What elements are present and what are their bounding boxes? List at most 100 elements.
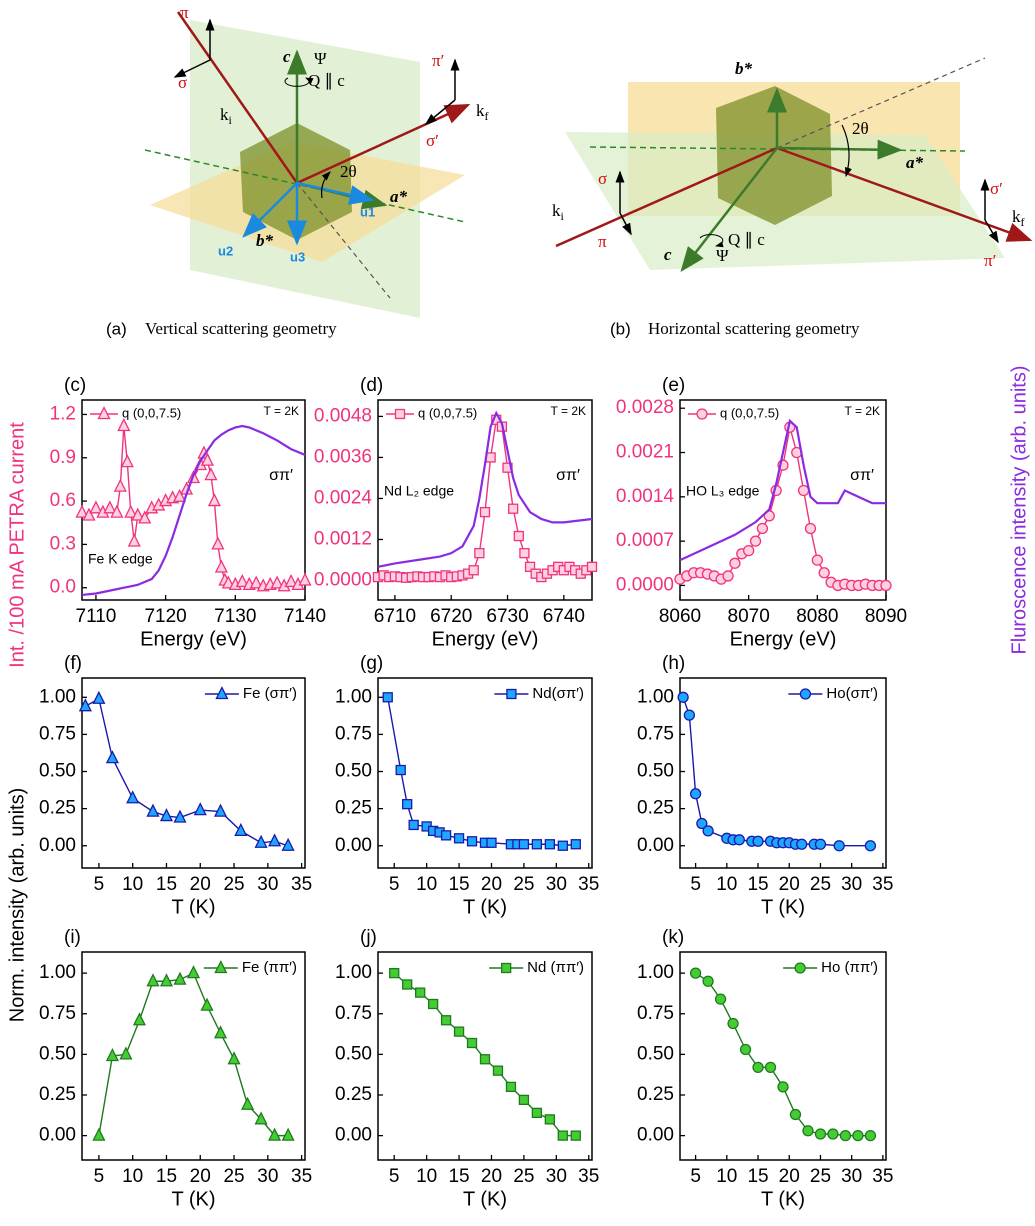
data-point [115, 480, 126, 491]
annotation: T = 2K [845, 404, 880, 418]
data-point [120, 1048, 131, 1059]
data-point [481, 1055, 490, 1064]
data-point [269, 835, 280, 846]
label: kf [476, 101, 489, 123]
y-tick-label: 0.75 [335, 723, 372, 744]
label: σ′ [990, 179, 1003, 198]
data-point [834, 841, 844, 851]
legend-label: Fe (ππ′) [242, 959, 297, 976]
data-point [519, 1095, 528, 1104]
x-tick-label: 8090 [865, 606, 907, 627]
data-point [509, 504, 518, 513]
figure: π σ ki c Ψ Q ∥ c π′ σ′ kf 2θ a* u1 u2 b*… [0, 0, 1035, 1226]
data-point [815, 839, 825, 849]
data-point [703, 826, 713, 836]
data-point [757, 523, 767, 533]
x-tick-label: 25 [513, 874, 534, 895]
label: 2θ [340, 162, 357, 181]
data-point [127, 792, 138, 803]
label: c [283, 47, 291, 66]
y-axis-title: Int. /100 mA PETRA current [6, 422, 28, 668]
x-tick-label: 10 [122, 874, 143, 895]
panel-label: (i) [64, 927, 81, 948]
y-tick-label: 1.00 [39, 962, 76, 983]
data-point [519, 840, 528, 849]
x-axis-title: T (K) [761, 1188, 805, 1210]
data-point [684, 710, 694, 720]
y-tick-label: 1.2 [50, 403, 76, 424]
x-tick-label: 20 [481, 1166, 502, 1187]
data-point [532, 840, 541, 849]
label: Ψ [314, 49, 327, 68]
x-tick-label: 20 [779, 1166, 800, 1187]
data-point [853, 1131, 863, 1141]
y2-axis-title: Fluroscence intensity (arb. units) [1008, 365, 1030, 654]
legend-marker [502, 964, 511, 973]
x-tick-label: 7140 [284, 606, 326, 627]
annotation: HO L₃ edge [686, 483, 760, 499]
panel-label: (c) [64, 375, 86, 396]
x-axis-title: T (K) [463, 1188, 507, 1210]
label-sub: f [485, 109, 489, 123]
panel-label: (f) [64, 653, 82, 674]
x-tick-label: 15 [448, 874, 469, 895]
data-point [741, 1045, 751, 1055]
data-point [799, 486, 809, 496]
legend-marker [697, 409, 707, 419]
data-point [383, 693, 392, 702]
x-tick-label: 10 [416, 874, 437, 895]
label: kf [1012, 207, 1025, 229]
y-tick-label: 0.75 [637, 723, 674, 744]
data-point [147, 805, 158, 816]
x-tick-label: 35 [872, 874, 893, 895]
legend-label: Ho (ππ′) [821, 959, 878, 976]
x-tick-label: 20 [779, 874, 800, 895]
data-point [571, 840, 580, 849]
x-tick-label: 8080 [796, 606, 838, 627]
data-point [468, 1039, 477, 1048]
y-tick-label: 0.3 [50, 533, 76, 554]
data-point [728, 1019, 738, 1029]
data-point [300, 574, 311, 585]
data-point [202, 999, 213, 1010]
data-point [455, 1027, 464, 1036]
label: Ψ [716, 246, 729, 265]
y-tick-label: 0.75 [335, 1003, 372, 1024]
label: a* [906, 153, 924, 172]
y-tick-label: 1.00 [335, 686, 372, 707]
legend-label: Fe (σπ′) [243, 685, 297, 702]
data-point [468, 837, 477, 846]
panel-label: (j) [360, 927, 377, 948]
label: π′ [984, 251, 996, 270]
label-sub: f [1021, 215, 1025, 229]
data-point [442, 831, 451, 840]
data-point [481, 508, 490, 517]
y-tick-label: 0.0028 [616, 397, 674, 418]
panel-label: (g) [360, 653, 383, 674]
x-tick-label: 35 [872, 1166, 893, 1187]
panel-label: (e) [662, 375, 685, 396]
data-point [558, 1131, 567, 1140]
caption: Vertical scattering geometry [145, 319, 337, 338]
x-tick-label: 15 [747, 1166, 768, 1187]
label: Q ∥ c [308, 71, 345, 90]
y-tick-label: 0.00 [637, 835, 674, 856]
y-tick-label: 0.50 [335, 1043, 372, 1064]
label: b* [735, 59, 753, 78]
data-point [778, 1082, 788, 1092]
label: σ′ [426, 131, 439, 150]
y-tick-label: 0.75 [637, 1003, 674, 1024]
x-tick-label: 7110 [76, 606, 117, 627]
annotation: σπ′ [269, 467, 293, 484]
label: σ [598, 169, 607, 188]
data-point [520, 549, 529, 558]
y-tick-label: 0.25 [637, 798, 674, 819]
label: c [664, 245, 672, 264]
x-axis-title: Energy (eV) [140, 628, 247, 650]
label: 2θ [852, 119, 869, 138]
y-tick-label: 0.75 [39, 1003, 76, 1024]
x-tick-label: 10 [716, 1166, 737, 1187]
label: b* [256, 231, 274, 250]
data-point [93, 1129, 104, 1140]
x-tick-label: 5 [94, 874, 105, 895]
